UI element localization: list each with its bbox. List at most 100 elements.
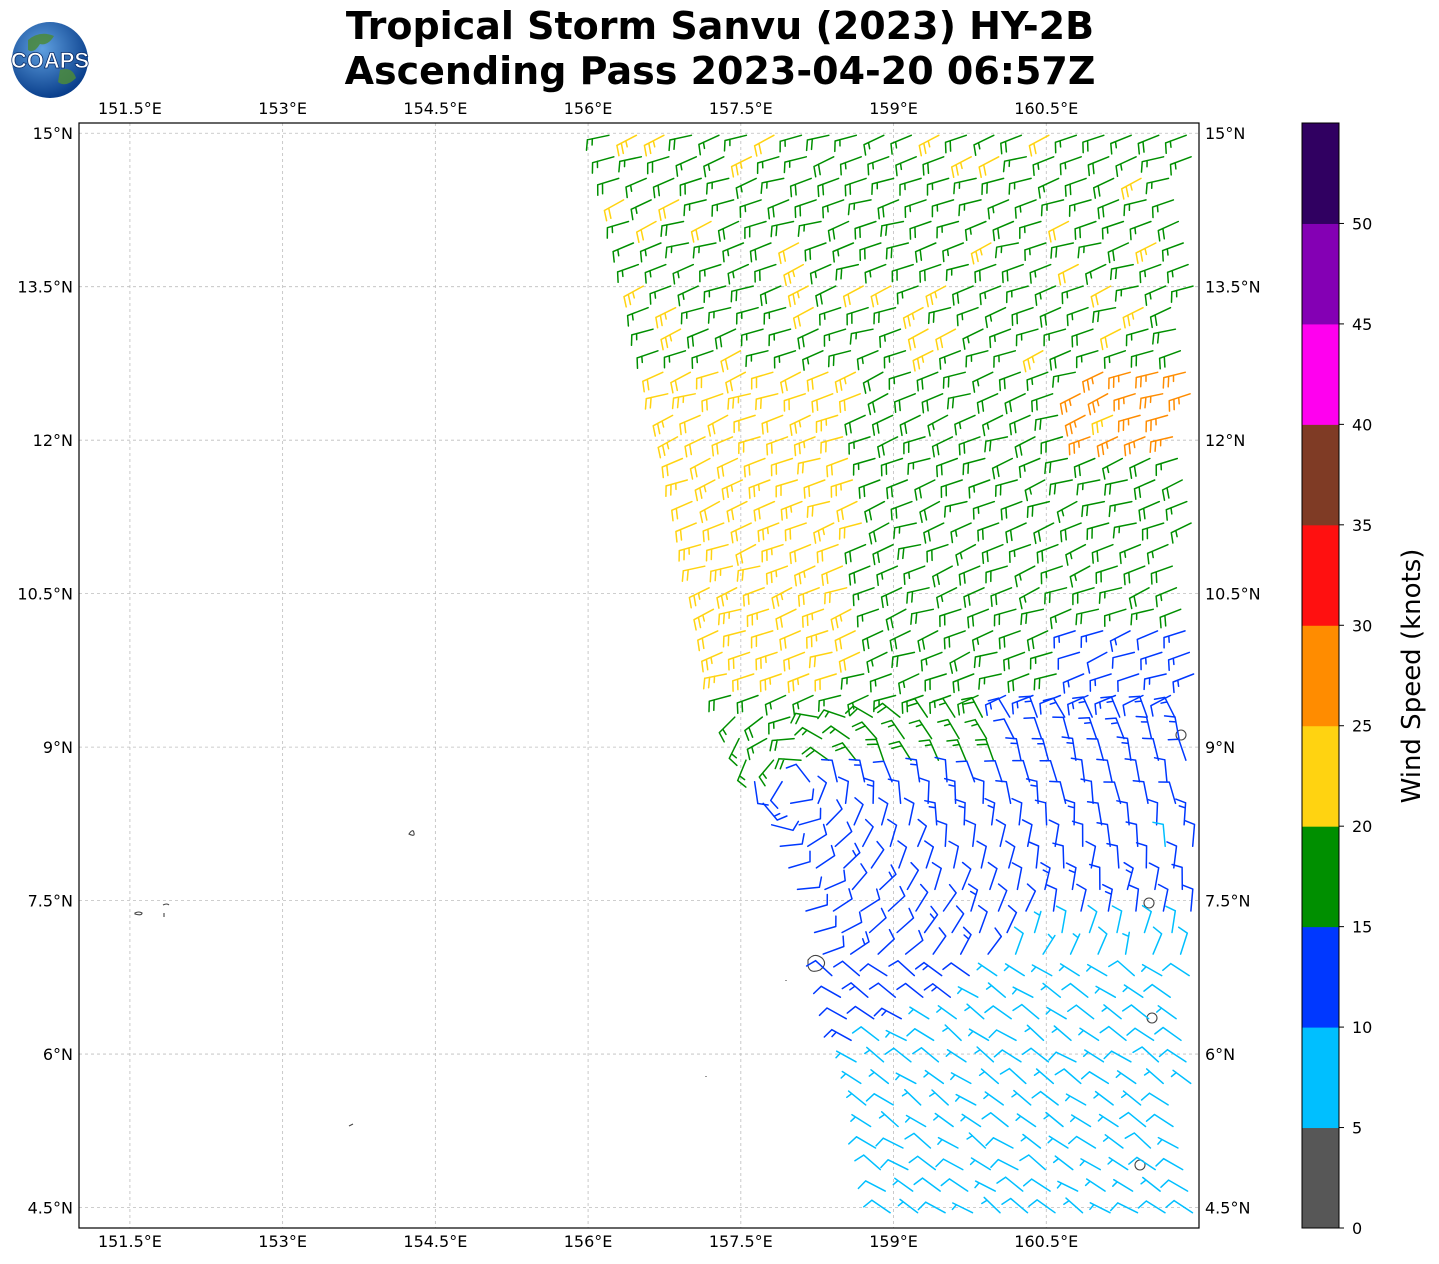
wind-barb bbox=[1156, 1005, 1177, 1020]
wind-barb bbox=[937, 1136, 959, 1149]
wind-barb bbox=[1163, 630, 1186, 649]
wind-barb bbox=[921, 393, 944, 414]
wind-barb bbox=[668, 134, 693, 152]
wind-barb bbox=[1052, 1155, 1074, 1171]
wind-barb bbox=[1113, 393, 1136, 412]
wind-barb bbox=[1092, 177, 1115, 199]
wind-barb bbox=[1154, 1026, 1182, 1042]
wind-barb bbox=[1003, 963, 1025, 977]
lat-tick-label: 7.5°N bbox=[1205, 892, 1250, 911]
wind-barb bbox=[876, 565, 899, 587]
wind-barb bbox=[683, 199, 707, 217]
wind-barb bbox=[1021, 1047, 1050, 1063]
wind-barb bbox=[1025, 778, 1039, 805]
wind-barb bbox=[924, 673, 947, 692]
wind-barb bbox=[960, 1113, 982, 1128]
colorbar-segment bbox=[1302, 625, 1339, 727]
wind-barb bbox=[658, 199, 680, 222]
wind-barb bbox=[998, 371, 1021, 392]
wind-barb bbox=[878, 1111, 899, 1128]
wind-barb bbox=[1128, 884, 1140, 912]
wind-barb bbox=[897, 1198, 919, 1214]
wind-barb bbox=[1005, 522, 1027, 544]
wind-barb bbox=[967, 1028, 990, 1042]
wind-barb bbox=[926, 543, 949, 563]
wind-barb bbox=[1143, 673, 1167, 691]
wind-barb bbox=[585, 134, 610, 151]
wind-barb bbox=[1160, 1179, 1189, 1192]
wind-barb bbox=[956, 306, 979, 327]
wind-barb bbox=[1102, 1134, 1124, 1149]
wind-barb bbox=[838, 651, 861, 673]
wind-barb bbox=[770, 220, 795, 238]
wind-barb bbox=[814, 673, 837, 692]
wind-barb bbox=[732, 673, 755, 692]
wind-barb bbox=[887, 818, 898, 848]
wind-barb bbox=[917, 630, 939, 653]
wind-barb bbox=[1028, 134, 1050, 157]
wind-barb bbox=[946, 393, 971, 410]
wind-barb bbox=[883, 350, 907, 369]
wind-barb bbox=[787, 285, 809, 308]
wind-barb bbox=[1123, 861, 1134, 891]
wind-barb bbox=[833, 960, 861, 977]
wind-barb bbox=[672, 263, 695, 285]
wind-barb bbox=[1001, 263, 1024, 284]
wind-barb bbox=[760, 177, 785, 195]
wind-barb bbox=[789, 177, 812, 198]
wind-barb bbox=[1070, 757, 1086, 783]
wind-barb bbox=[735, 177, 757, 199]
wind-barb bbox=[702, 673, 728, 690]
wind-barb bbox=[1078, 1027, 1100, 1042]
wind-barb bbox=[644, 393, 669, 410]
wind-barb bbox=[903, 436, 926, 455]
wind-barb bbox=[1033, 910, 1042, 934]
lat-tick-label: 4.5°N bbox=[28, 1199, 73, 1218]
wind-barb bbox=[783, 393, 806, 412]
wind-barb bbox=[839, 156, 862, 176]
wind-barb bbox=[670, 371, 692, 394]
wind-barb bbox=[1071, 820, 1084, 848]
wind-barb bbox=[991, 457, 1014, 480]
wind-barb bbox=[1119, 1111, 1147, 1128]
title-line-2: Ascending Pass 2023-04-20 06:57Z bbox=[344, 49, 1096, 93]
wind-barb bbox=[851, 863, 868, 891]
axis-ticks: 151.5°E 151.5°E 153°E 153°E 154.5°E 154.5°E 15… bbox=[17, 99, 1260, 1251]
wind-barb bbox=[1054, 134, 1078, 154]
wind-barb bbox=[1152, 926, 1163, 955]
wind-barb bbox=[730, 156, 753, 178]
wind-barb bbox=[1040, 982, 1062, 998]
wind-barb bbox=[935, 457, 959, 478]
lat-tick-label: 15°N bbox=[33, 124, 73, 143]
wind-barb bbox=[1120, 1090, 1142, 1106]
wind-barb bbox=[981, 1112, 1009, 1128]
wind-barb bbox=[963, 587, 985, 608]
lat-tick-label: 12°N bbox=[33, 431, 73, 450]
wind-barb bbox=[985, 565, 1008, 584]
wind-barb bbox=[965, 350, 989, 368]
wind-barb bbox=[1042, 933, 1056, 955]
wind-barb bbox=[925, 285, 947, 308]
wind-barb bbox=[854, 220, 877, 240]
lon-tick-label: 159°E bbox=[869, 99, 918, 118]
wind-barb bbox=[750, 630, 774, 649]
wind-barb bbox=[748, 479, 771, 499]
wind-barb bbox=[1082, 134, 1105, 154]
wind-barb bbox=[1040, 436, 1064, 455]
wind-barb bbox=[973, 651, 998, 669]
wind-barb bbox=[950, 156, 972, 179]
wind-barb bbox=[927, 306, 952, 325]
lon-tick-label: 153°E bbox=[258, 1232, 307, 1251]
wind-barb bbox=[977, 904, 988, 934]
wind-barb bbox=[1153, 757, 1168, 783]
wind-barb bbox=[859, 963, 888, 977]
wind-barb bbox=[933, 1112, 954, 1128]
wind-barb bbox=[1051, 1025, 1072, 1042]
wind-barb bbox=[780, 371, 802, 394]
wind-barb bbox=[1145, 177, 1170, 195]
wind-barb bbox=[1042, 697, 1066, 718]
wind-barb bbox=[820, 436, 844, 454]
wind-barb bbox=[943, 500, 968, 518]
lon-tick-label: 153°E bbox=[258, 99, 307, 118]
